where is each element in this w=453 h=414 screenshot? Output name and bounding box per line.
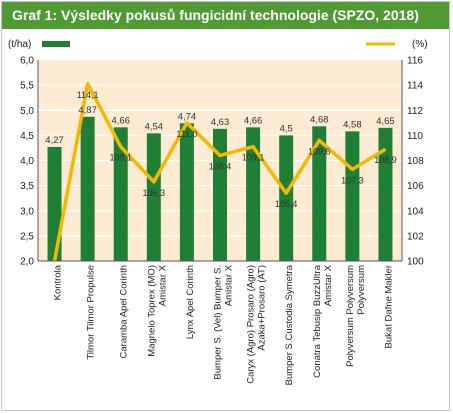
category-label-line: Caryx (Agro) Prosaro (Agro) <box>246 265 257 384</box>
bar-value-label: 4,87 <box>78 105 97 116</box>
left-tick-label: 4,5 <box>20 131 34 142</box>
line-value-label: 114,1 <box>77 90 99 100</box>
left-tick-label: 4,0 <box>20 156 34 167</box>
category-label-line: Conatra Tebusip BuzzUltra <box>312 264 323 378</box>
bar-value-label: 4,68 <box>310 114 329 125</box>
left-tick-label: 5,0 <box>20 106 34 117</box>
category-label-line: Bumper S.Custodia Symetra <box>284 264 295 385</box>
category-label-line: Amistar X <box>157 264 168 306</box>
left-tick-label: 3,5 <box>20 181 34 192</box>
category-label-line: Bukat Dafne Makler <box>383 265 394 348</box>
right-tick-label: 100 <box>407 257 424 268</box>
bar-series <box>47 116 393 262</box>
bar <box>213 128 227 261</box>
bar-value-label: 4,5 <box>280 123 293 134</box>
legend-right-unit: (%) <box>412 39 428 50</box>
bar <box>179 123 194 261</box>
bar-value-label: 4,65 <box>376 116 395 127</box>
right-tick-label: 116 <box>407 56 423 67</box>
category-label-line: Azaka+Prosaro (AT) <box>257 265 268 351</box>
data-labels: 4,27 4,87 4,66 4,54 4,74 4,63 4,66 4,5 4,68 4,58 4… <box>45 90 396 209</box>
left-tick-label: 5,5 <box>20 81 34 92</box>
line-value-label: 107,3 <box>341 175 364 185</box>
left-tick-label: 6,0 <box>20 56 34 67</box>
bar <box>279 135 294 261</box>
category-label: Caramba Apel Corinth <box>119 265 130 358</box>
legend: (t/ha) (%) <box>8 39 428 50</box>
category-label: Caryx (Agro) Prosaro (Agro) Azaka+Prosaro… <box>246 265 268 384</box>
bar-value-label: 4,66 <box>111 115 130 126</box>
bar <box>113 127 128 262</box>
right-tick-label: 114 <box>407 81 423 92</box>
right-tick-label: 112 <box>407 106 423 117</box>
bar <box>146 133 161 261</box>
line-value-label: 109,1 <box>109 153 132 163</box>
category-label-line: Magnelo Toprex (MO) <box>146 265 157 357</box>
line-value-label: 111,0 <box>176 129 197 139</box>
right-tick-label: 108 <box>407 156 424 167</box>
category-label: Bumper S.Custodia Symetra <box>284 264 295 385</box>
category-label-line: Amistar X <box>323 264 334 306</box>
legend-left-unit: (t/ha) <box>8 39 31 50</box>
chart-header: Graf 1: Výsledky pokusů fungicidní techn… <box>2 2 449 29</box>
chart-title: Graf 1: Výsledky pokusů fungicidní techn… <box>12 7 419 23</box>
line-value-label: 108,9 <box>374 155 397 165</box>
category-label: Bumper S. (Vel) Bumper S. Amistar X <box>213 264 235 379</box>
bar <box>312 126 327 261</box>
category-label-line: Kontrola <box>53 264 64 300</box>
bar <box>47 146 62 261</box>
category-label-line: Lynx Apel Corinth <box>185 265 196 339</box>
right-tick-label: 102 <box>407 231 424 242</box>
line-value-label: 106,3 <box>143 188 166 198</box>
axes: 2,0 2,5 3,0 3,5 4,0 4,5 5,0 5,5 6,0 100 102 104 106 1… <box>20 56 424 268</box>
category-label-line: Bumper S. (Vel) Bumper S. <box>213 265 224 380</box>
bar-value-label: 4,58 <box>343 119 362 130</box>
legend-bar-swatch <box>42 41 70 47</box>
category-label: Conatra Tebusip BuzzUltra Amistar X <box>312 264 334 378</box>
bar <box>345 131 360 261</box>
category-label: Tilmor Tilmor Propulse <box>86 265 97 360</box>
left-tick-label: 3,0 <box>20 206 34 217</box>
bar <box>246 127 261 262</box>
bar-value-label: 4,27 <box>45 135 64 146</box>
line-value-label: 109,1 <box>242 153 265 163</box>
category-label: Kontrola <box>53 264 64 300</box>
bar <box>80 116 95 261</box>
category-label: Lynx Apel Corinth <box>185 265 196 339</box>
line-value-label: 109,6 <box>308 146 331 156</box>
bar <box>378 127 393 262</box>
category-label-line: Amistar X <box>224 264 235 306</box>
left-tick-label: 2,5 <box>20 231 34 242</box>
line-series <box>52 82 387 262</box>
category-label-line: Polyversum <box>356 265 367 315</box>
left-tick-label: 2,0 <box>20 257 34 268</box>
category-label: Bukat Dafne Makler <box>383 265 394 348</box>
line-value-label: 105,4 <box>275 199 298 209</box>
category-labels: Kontrola Tilmor Tilmor Propulse Caramba Ap… <box>53 264 395 385</box>
bar-value-label: 4,54 <box>145 121 164 132</box>
right-tick-label: 106 <box>407 181 424 192</box>
category-label-line: Caramba Apel Corinth <box>119 265 130 358</box>
category-label-line: Tilmor Tilmor Propulse <box>86 265 97 360</box>
right-tick-label: 110 <box>407 131 423 142</box>
category-label: Polyversum Polyversum Polyversum <box>345 265 367 367</box>
right-tick-label: 104 <box>407 206 424 217</box>
category-label-line: Polyversum Polyversum <box>345 265 356 367</box>
bar-value-label: 4,66 <box>244 115 263 126</box>
bar-value-label: 4,63 <box>211 117 230 128</box>
line-value-label: 108,4 <box>209 161 232 171</box>
bar-value-label: 4,74 <box>178 111 197 122</box>
category-label: Magnelo Toprex (MO) Amistar X <box>146 264 168 356</box>
